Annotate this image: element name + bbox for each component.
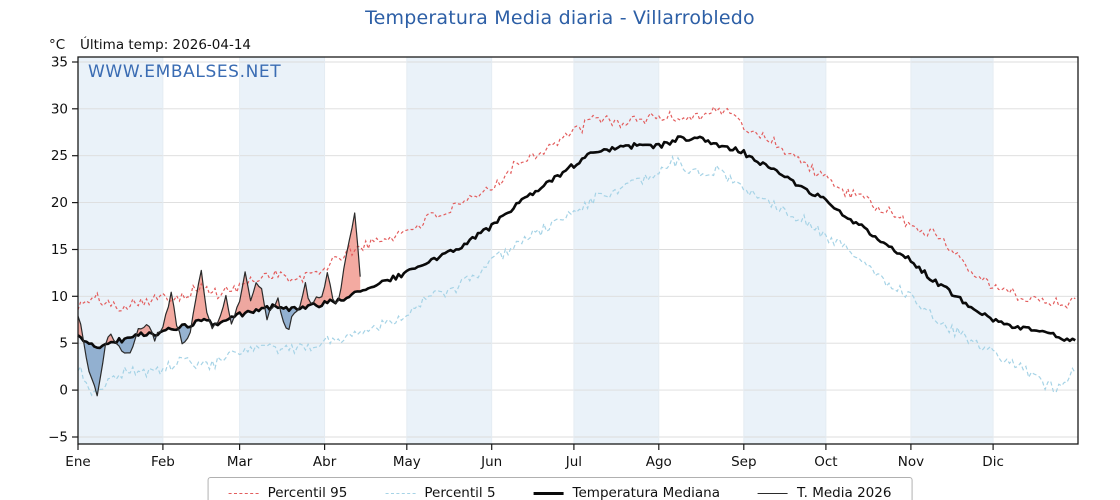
svg-text:Ene: Ene bbox=[65, 454, 90, 470]
legend-label: Percentil 5 bbox=[424, 485, 496, 500]
svg-text:Dic: Dic bbox=[982, 454, 1004, 470]
svg-text:15: 15 bbox=[51, 242, 68, 258]
svg-text:Sep: Sep bbox=[731, 454, 756, 470]
legend-item-t-media-2026: T. Media 2026 bbox=[758, 485, 891, 500]
svg-text:Abr: Abr bbox=[313, 454, 337, 470]
mediana-line-swatch bbox=[533, 491, 564, 495]
last-temp-label: Última temp: 2026-04-14 bbox=[80, 37, 252, 53]
svg-text:Jun: Jun bbox=[480, 454, 502, 470]
legend-item-percentil-95: Percentil 95 bbox=[228, 485, 348, 500]
svg-text:Feb: Feb bbox=[151, 454, 175, 470]
svg-text:Oct: Oct bbox=[814, 454, 837, 470]
svg-text:Jul: Jul bbox=[565, 454, 582, 470]
svg-text:Nov: Nov bbox=[898, 454, 924, 470]
legend-label: Percentil 95 bbox=[267, 485, 348, 500]
svg-text:20: 20 bbox=[51, 195, 68, 211]
svg-text:0: 0 bbox=[59, 383, 68, 399]
legend-label: Temperatura Mediana bbox=[572, 485, 720, 500]
svg-text:5: 5 bbox=[59, 336, 68, 352]
legend-item-percentil-5: Percentil 5 bbox=[385, 485, 496, 500]
svg-text:35: 35 bbox=[51, 55, 68, 71]
legend-item-temperatura-mediana: Temperatura Mediana bbox=[533, 485, 720, 500]
percentil-95-line-swatch bbox=[228, 492, 259, 494]
svg-text:30: 30 bbox=[51, 101, 68, 117]
svg-text:25: 25 bbox=[51, 148, 68, 164]
y-axis-units-label: °C bbox=[49, 37, 66, 53]
chart-legend: Percentil 95 Percentil 5 Temperatura Med… bbox=[207, 477, 913, 500]
percentil-5-line-swatch bbox=[385, 492, 416, 494]
legend-label: T. Media 2026 bbox=[797, 485, 892, 500]
svg-text:−5: −5 bbox=[48, 430, 68, 446]
svg-text:Ago: Ago bbox=[646, 454, 672, 470]
svg-text:Mar: Mar bbox=[227, 454, 253, 470]
t-media-2026-line-swatch bbox=[758, 492, 788, 494]
svg-text:May: May bbox=[393, 454, 421, 470]
watermark-text: WWW.EMBALSES.NET bbox=[88, 62, 282, 82]
svg-text:10: 10 bbox=[51, 289, 68, 305]
chart-title: Temperatura Media diaria - Villarrobledo bbox=[365, 7, 755, 29]
